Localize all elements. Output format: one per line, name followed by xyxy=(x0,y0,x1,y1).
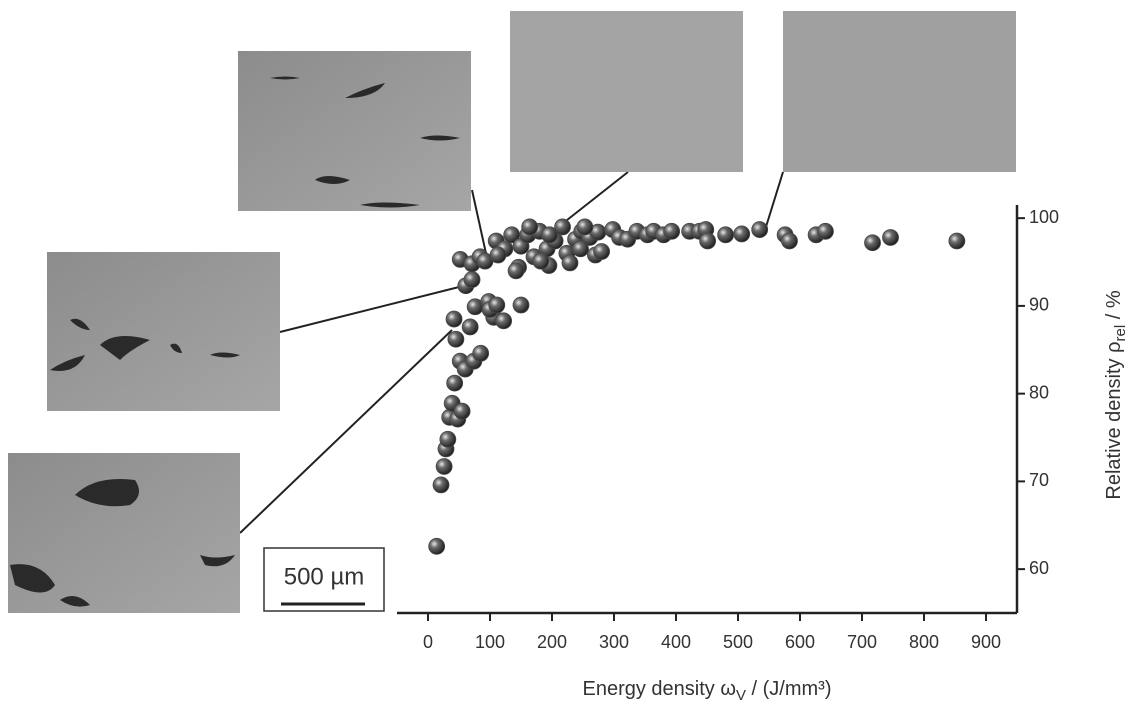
pore xyxy=(10,479,235,607)
point xyxy=(541,226,558,244)
x-label-sub: V xyxy=(736,687,746,704)
point xyxy=(453,402,471,420)
y-tick-label: 80 xyxy=(1029,382,1049,402)
point xyxy=(882,229,899,246)
micrographs: 500 µm xyxy=(8,11,1016,613)
micrograph xyxy=(47,252,280,411)
scale-label: 500 µm xyxy=(284,563,365,590)
connector xyxy=(279,285,464,333)
x-axis-label: Energy density ωV / (J/mm³) xyxy=(582,678,831,704)
x-tick-label: 0 xyxy=(423,632,433,652)
point xyxy=(733,225,751,243)
scale-box xyxy=(263,547,385,612)
y-tick-label: 60 xyxy=(1029,558,1049,578)
x-tick-label: 100 xyxy=(475,632,505,652)
point xyxy=(463,271,481,288)
y-tick-label: 100 xyxy=(1029,207,1059,227)
connector xyxy=(764,171,784,231)
point xyxy=(435,458,453,475)
point xyxy=(817,222,834,240)
point xyxy=(489,246,507,264)
point xyxy=(572,240,589,258)
x-label-text: Energy density ω xyxy=(582,678,735,700)
point xyxy=(781,232,798,250)
x-tick-label: 800 xyxy=(909,632,939,652)
point xyxy=(446,374,464,392)
point xyxy=(488,296,506,314)
x-tick-label: 600 xyxy=(785,632,815,652)
point xyxy=(461,318,479,336)
point xyxy=(663,222,681,240)
point xyxy=(576,218,594,236)
x-tick-label: 400 xyxy=(661,632,691,652)
pore xyxy=(50,318,240,371)
point xyxy=(864,234,881,252)
point xyxy=(428,537,446,555)
point xyxy=(447,330,465,348)
y-tick-label: 90 xyxy=(1029,295,1049,315)
connector xyxy=(561,171,629,225)
point xyxy=(593,243,610,260)
connector xyxy=(471,189,488,259)
micrograph xyxy=(783,11,1016,172)
point xyxy=(948,232,966,250)
y-tick-label: 70 xyxy=(1029,470,1049,490)
connector xyxy=(239,329,453,534)
x-tick-label: 900 xyxy=(971,632,1001,652)
point xyxy=(717,226,734,244)
point xyxy=(445,310,463,328)
point xyxy=(554,218,571,236)
micrograph xyxy=(238,51,471,211)
x-tick-label: 200 xyxy=(537,632,567,652)
y-label-text: Relative density ρ xyxy=(1103,342,1125,500)
point xyxy=(472,344,490,362)
x-tick-label: 500 xyxy=(723,632,753,652)
point xyxy=(521,218,539,236)
x-tick-label: 700 xyxy=(847,632,877,652)
y-axis-label: Relative density ρrel / % xyxy=(1103,290,1129,499)
y-label-suffix: / % xyxy=(1103,290,1125,325)
point xyxy=(439,430,457,448)
point xyxy=(432,476,450,494)
point xyxy=(495,312,513,330)
point xyxy=(751,221,769,238)
micrograph xyxy=(510,11,743,172)
point xyxy=(561,254,579,272)
point xyxy=(699,232,717,250)
y-label-sub: rel xyxy=(1112,325,1129,342)
point xyxy=(507,262,525,280)
x-label-suffix: / (J/mm³) xyxy=(746,678,832,700)
point xyxy=(532,252,550,270)
x-tick-label: 300 xyxy=(599,632,629,652)
point xyxy=(512,296,530,314)
